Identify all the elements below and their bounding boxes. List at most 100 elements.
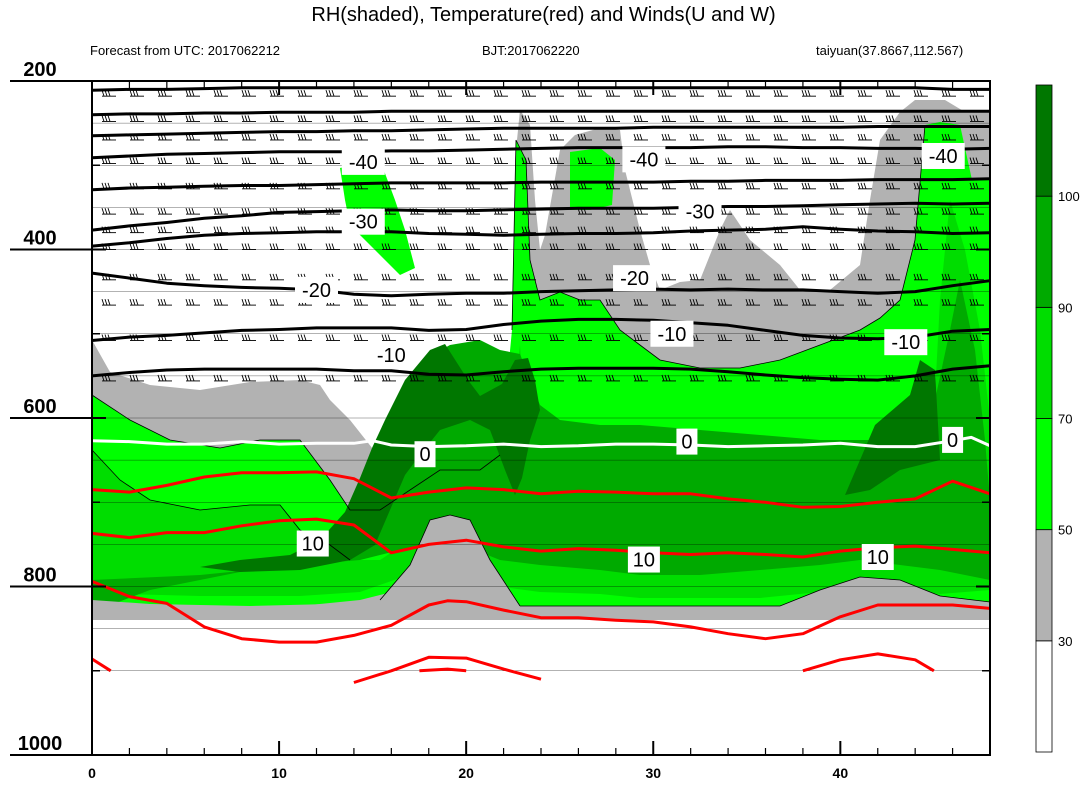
wind-barb: [661, 115, 676, 122]
wind-barb: [185, 207, 200, 215]
wind-barb: [437, 298, 452, 306]
colorbar-label: 100: [1058, 189, 1080, 204]
wind-barb: [213, 207, 228, 215]
wind-barb: [549, 157, 564, 165]
wind-barb: [297, 334, 312, 341]
colorbar-swatch: [1035, 195, 1053, 308]
wind-barb: [185, 226, 200, 234]
svg-text:-30: -30: [686, 202, 715, 224]
wind-barb: [437, 157, 452, 165]
wind-barb: [465, 90, 480, 97]
wind-barb: [801, 157, 816, 165]
wind-barb: [969, 90, 984, 97]
wind-barb: [633, 133, 648, 141]
wind-barb: [717, 273, 732, 281]
wind-barb: [353, 115, 368, 122]
contour-label: 10: [627, 546, 660, 573]
wind-barb: [409, 243, 424, 250]
wind-barb: [969, 157, 984, 165]
temperature-contour: [91, 109, 990, 117]
wind-barb: [353, 298, 368, 306]
wind-barb: [857, 115, 872, 122]
wind-barb: [157, 226, 172, 234]
wind-barb: [829, 133, 844, 141]
wind-barb: [381, 298, 396, 306]
wind-barb: [493, 298, 508, 306]
wind-barb: [493, 243, 508, 250]
wind-barb: [213, 226, 228, 234]
wind-barb: [437, 226, 452, 234]
temperature-contour: [91, 86, 990, 92]
x-tick-label: 0: [88, 765, 96, 781]
wind-barb: [325, 133, 340, 141]
svg-text:-40: -40: [349, 152, 378, 174]
wind-barb: [493, 226, 508, 234]
wind-barb: [857, 133, 872, 141]
wind-barb: [157, 157, 172, 165]
svg-text:-30: -30: [349, 212, 378, 234]
svg-text:-10: -10: [891, 332, 920, 354]
wind-barb: [269, 273, 284, 281]
wind-barb: [941, 207, 956, 215]
contour-labels: -40 -40 -40 -30 -30 -20 -20 -10 -10 -10 0 0 0 10 10 10: [295, 142, 965, 573]
wind-barb: [409, 115, 424, 122]
svg-text:-10: -10: [377, 345, 406, 367]
wind-barb: [437, 273, 452, 281]
svg-text:-40: -40: [929, 146, 958, 168]
wind-barb: [689, 298, 704, 306]
colorbar-label: 70: [1058, 412, 1072, 427]
x-tick-label: 20: [458, 765, 474, 781]
wind-barb: [773, 243, 788, 250]
wind-barb: [213, 115, 228, 122]
wind-barb: [297, 157, 312, 165]
wind-barb: [241, 115, 256, 122]
wind-barb: [577, 115, 592, 122]
wind-barb: [269, 90, 284, 97]
wind-barb: [605, 90, 620, 97]
wind-barb: [521, 298, 536, 306]
wind-barb: [801, 273, 816, 281]
wind-barb: [549, 115, 564, 122]
wind-barb: [297, 90, 312, 97]
contour-label: -10: [884, 329, 928, 356]
wind-barb: [493, 133, 508, 141]
temperature-contour: [91, 125, 990, 138]
wind-barb: [801, 115, 816, 122]
wind-barb: [941, 273, 956, 281]
wind-barb: [185, 273, 200, 281]
wind-barb: [661, 243, 676, 250]
temperature-contour: [91, 470, 991, 509]
wind-barb: [185, 243, 200, 250]
wind-barb: [913, 207, 928, 215]
wind-barb: [493, 90, 508, 97]
temperature-contour: [91, 201, 991, 232]
wind-barb: [745, 207, 760, 215]
wind-barb: [857, 298, 872, 306]
wind-barb: [829, 243, 844, 250]
wind-barb: [549, 298, 564, 306]
wind-barb: [185, 115, 200, 122]
temperature-contour: [91, 271, 991, 298]
wind-barb: [549, 273, 564, 281]
wind-barb: [605, 298, 620, 306]
wind-barb: [101, 298, 116, 306]
wind-barb: [465, 133, 480, 141]
wind-barb: [689, 133, 704, 141]
svg-text:0: 0: [947, 430, 958, 452]
wind-barb: [885, 133, 900, 141]
wind-barb: [801, 243, 816, 250]
wind-barb: [185, 90, 200, 97]
wind-barb: [969, 298, 984, 306]
wind-barb: [661, 182, 676, 190]
x-tick-label: 10: [271, 765, 287, 781]
wind-barb: [745, 334, 760, 341]
wind-barb: [745, 157, 760, 165]
wind-barb: [325, 334, 340, 341]
contour-label: -40: [622, 146, 666, 173]
wind-barb: [885, 182, 900, 190]
wind-barb: [185, 157, 200, 165]
wind-barb: [745, 273, 760, 281]
contour-label: 0: [676, 428, 698, 455]
wind-barb: [661, 273, 676, 281]
